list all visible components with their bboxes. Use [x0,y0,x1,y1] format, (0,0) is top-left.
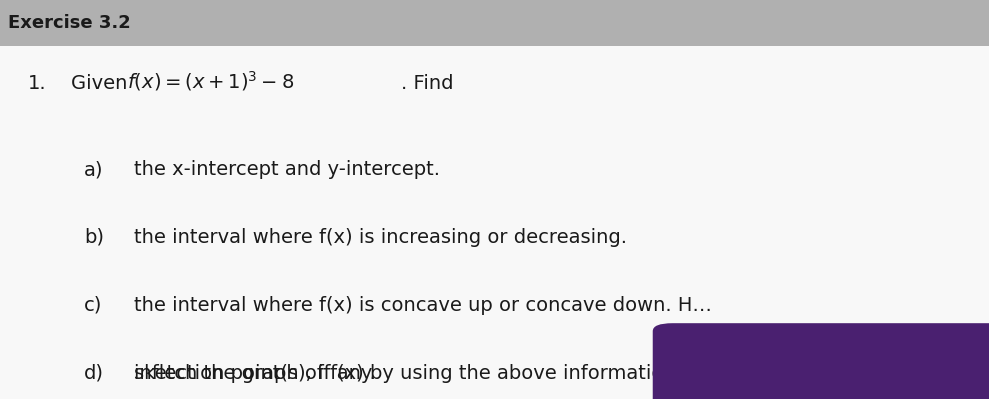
Text: the interval where f(x) is increasing or decreasing.: the interval where f(x) is increasing or… [134,228,626,247]
Text: d): d) [84,363,104,383]
Text: sketch the graph of f(x) by using the above information.: sketch the graph of f(x) by using the ab… [134,363,681,383]
FancyBboxPatch shape [0,46,989,399]
Polygon shape [673,351,989,399]
Text: Given: Given [71,74,134,93]
Text: the interval where f(x) is concave up or concave down. H…: the interval where f(x) is concave up or… [134,296,711,315]
Text: 1.: 1. [28,74,46,93]
FancyBboxPatch shape [653,323,989,399]
Text: c): c) [84,296,103,315]
Text: $f(x)=(x+1)^3-8$: $f(x)=(x+1)^3-8$ [127,69,294,93]
Text: Exercise 3.2: Exercise 3.2 [8,14,131,32]
Text: the x-intercept and y-intercept.: the x-intercept and y-intercept. [134,160,439,179]
Text: b): b) [84,228,104,247]
Text: a): a) [84,160,104,179]
FancyBboxPatch shape [0,0,989,46]
Text: . Find: . Find [401,74,453,93]
Text: inflection point(s), if any.: inflection point(s), if any. [134,363,376,383]
